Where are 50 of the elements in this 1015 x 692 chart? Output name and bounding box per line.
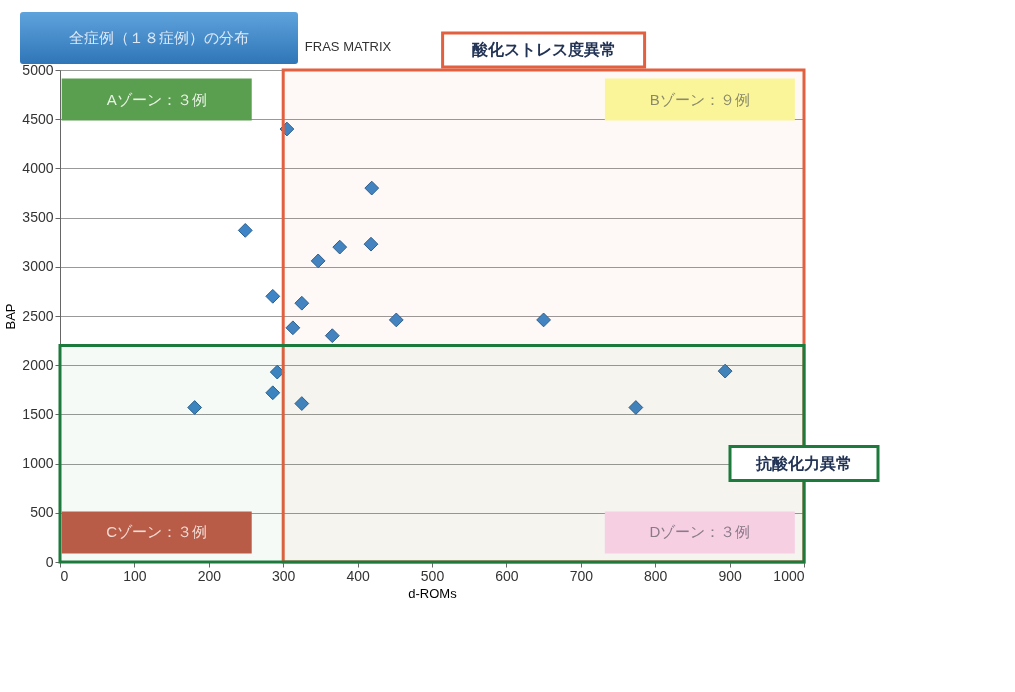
point [294,295,310,311]
x-tick-label: 700 [569,567,594,584]
point [279,121,295,137]
x-tick-label: 400 [346,567,370,584]
x-axis-title: d-ROMs [408,585,458,601]
x-tick-label: 600 [495,567,519,584]
point [364,180,380,196]
y-tick-label: 500 [30,504,54,521]
point [285,320,301,336]
x-tick-label: 200 [197,567,222,584]
point [187,400,203,415]
y-axis-title: BAP [3,303,19,330]
y-tick-label: 5000 [22,61,54,78]
point [717,363,733,379]
annotation: Aゾーン：３例 [106,90,207,108]
y-tick-label: 3500 [22,209,54,226]
y-tick-label: 1500 [22,405,54,422]
y-tick-label: 3000 [22,258,54,275]
x-tick-label: 900 [718,567,742,584]
x-tick-label: 500 [420,567,445,584]
point [388,312,404,328]
y-tick-label: 4500 [22,110,54,127]
point [363,236,379,252]
point [237,223,253,238]
annotation: Bゾーン：９例 [649,90,750,108]
band-label: 抗酸化力異常 [755,454,852,472]
point [628,400,644,415]
x-tick-label: 300 [272,567,296,584]
point [265,288,281,304]
x-tick-label: 0 [60,567,69,584]
point [310,253,326,269]
chart-subtitle: FRAS MATRIX [304,38,392,54]
point [294,396,310,411]
annotation: Dゾーン：３例 [649,523,751,541]
point [332,239,348,255]
chart-title: 全症例（１８症例）の分布 [69,29,249,47]
band-label: 酸化ストレス度異常 [471,40,616,58]
y-tick-label: 2500 [22,307,54,324]
y-tick-label: 0 [45,553,54,570]
x-tick-label: 1000 [773,567,805,584]
y-tick-label: 4000 [22,159,54,176]
point [269,364,285,380]
x-tick-label: 100 [123,567,147,584]
y-tick-label: 2000 [22,356,54,373]
y-tick-label: 1000 [22,455,54,472]
x-tick-label: 800 [644,567,668,584]
point [536,312,551,328]
point [265,385,281,401]
point [324,328,340,344]
annotation: Cゾーン：３例 [106,523,208,541]
